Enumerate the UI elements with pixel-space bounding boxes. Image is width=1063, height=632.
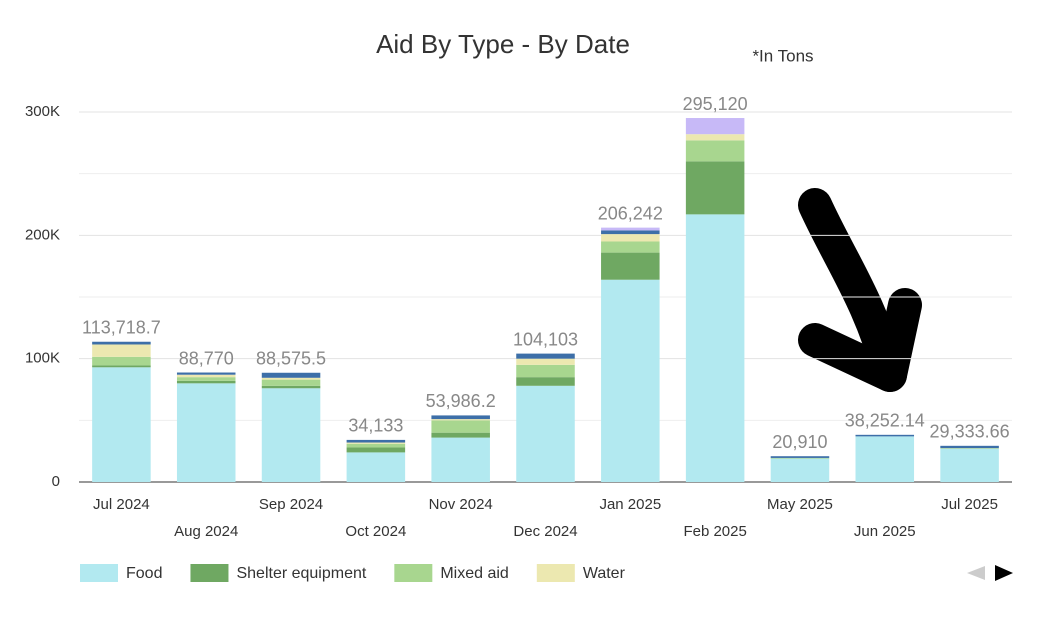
x-tick-label: Jul 2025 <box>941 496 998 513</box>
total-label: 38,252.14 <box>845 411 925 431</box>
legend-label: Mixed aid <box>440 565 508 582</box>
bar-segment <box>601 241 660 253</box>
legend-next[interactable] <box>995 565 1013 581</box>
total-label: 88,575.5 <box>256 349 326 369</box>
total-label: 20,910 <box>772 432 827 452</box>
legend-label: Food <box>126 565 162 582</box>
bar-segment <box>261 385 321 389</box>
legend-swatch <box>394 564 433 582</box>
drawn-arrow-head <box>798 288 922 392</box>
bar-segment <box>346 442 406 444</box>
x-tick-label: Oct 2024 <box>345 523 406 540</box>
total-label: 104,103 <box>513 329 578 349</box>
total-label: 34,133 <box>348 416 403 436</box>
bar-segment <box>92 356 151 366</box>
x-tick-label: May 2025 <box>767 496 833 513</box>
bar-segment <box>346 443 406 448</box>
bar-segment <box>431 432 490 438</box>
x-tick-label: Jan 2025 <box>599 496 661 513</box>
bar-segment <box>431 420 490 433</box>
bar-segment <box>601 252 660 280</box>
bar-segment <box>770 457 830 459</box>
x-tick-label: Sep 2024 <box>259 496 323 513</box>
legend-swatch <box>80 564 118 582</box>
bar-segment <box>516 358 575 365</box>
bar-segment <box>601 227 660 231</box>
total-label: 295,120 <box>683 94 748 114</box>
bar-segment <box>940 445 999 449</box>
bar-segment <box>940 448 999 482</box>
bar-segment <box>516 353 575 359</box>
bar-segment <box>685 161 745 215</box>
annotation: *In Tons <box>752 46 813 65</box>
total-label: 88,770 <box>179 348 234 368</box>
bar-segment <box>261 372 321 378</box>
x-tick-label: Jul 2024 <box>93 496 150 513</box>
bar-segment <box>176 372 236 375</box>
bar-segment <box>176 380 236 384</box>
total-label: 29,333.66 <box>930 422 1010 442</box>
bar-segment <box>431 415 490 420</box>
bar-segment <box>601 230 660 235</box>
x-tick-label: Nov 2024 <box>429 496 493 513</box>
bar-segment <box>176 374 236 378</box>
y-tick-label: 0 <box>52 473 60 490</box>
legend-label: Water <box>583 565 626 582</box>
chart-title: Aid By Type - By Date <box>376 29 630 59</box>
x-tick-label: Aug 2024 <box>174 523 238 540</box>
bar-segment <box>855 436 915 482</box>
bar-segment <box>601 234 660 242</box>
y-tick-label: 300K <box>25 103 60 120</box>
bar-segment <box>770 456 830 458</box>
bar-segment <box>346 439 406 443</box>
bar-segment <box>685 140 745 162</box>
bar-segment <box>940 448 999 449</box>
bar-segment <box>261 388 321 482</box>
bar-segment <box>261 379 321 386</box>
bar-segment <box>770 458 830 482</box>
x-tick-label: Dec 2024 <box>513 523 577 540</box>
bar-segment <box>92 367 151 482</box>
bar-segment <box>261 377 321 380</box>
legend-swatch <box>536 564 575 582</box>
bar-segment <box>92 344 151 357</box>
bar-segment <box>516 364 575 378</box>
bar-segment <box>685 118 745 135</box>
x-tick-label: Feb 2025 <box>683 523 746 540</box>
legend-label: Shelter equipment <box>236 565 366 582</box>
y-tick-label: 200K <box>25 226 60 243</box>
bar-segment <box>601 279 660 482</box>
bar-segment <box>176 377 236 381</box>
bar-segment <box>176 383 236 482</box>
bar-segment <box>92 365 151 368</box>
bar-segment <box>516 377 575 386</box>
bar-segment <box>431 419 490 421</box>
x-tick-label: Jun 2025 <box>854 523 916 540</box>
total-label: 113,718.7 <box>82 317 161 337</box>
total-label: 53,986.2 <box>426 391 496 411</box>
bar-segment <box>92 341 151 345</box>
bar-segment <box>685 134 745 141</box>
bar-segment <box>516 385 575 482</box>
y-tick-label: 100K <box>25 350 60 367</box>
legend-prev[interactable] <box>967 566 985 580</box>
total-label: 206,242 <box>598 203 663 223</box>
bar-segment <box>346 452 406 482</box>
bar-segment <box>855 434 915 437</box>
bar-segment <box>685 214 745 482</box>
bar-segment <box>431 437 490 482</box>
legend-swatch <box>190 564 229 582</box>
bar-segment <box>346 447 406 453</box>
